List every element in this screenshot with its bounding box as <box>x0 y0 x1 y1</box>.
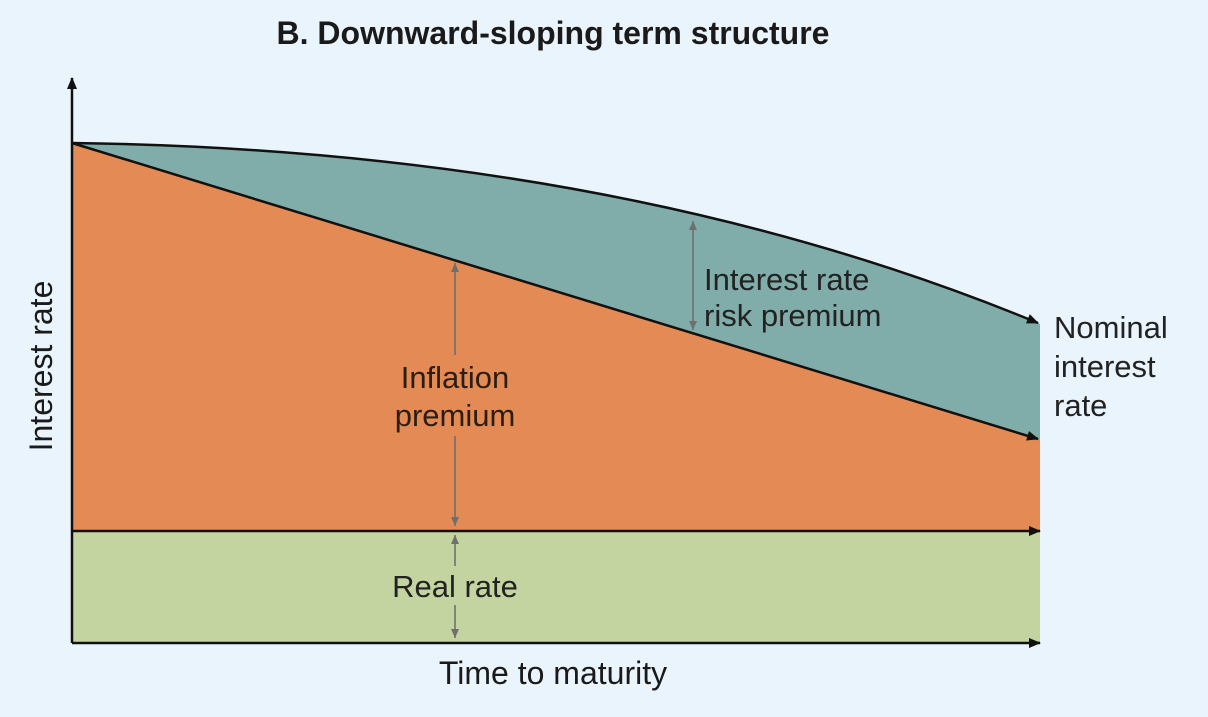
inflation-premium-label-line-1: Inflation <box>401 360 510 395</box>
inflation-premium-label-line-2: premium <box>395 398 516 433</box>
nominal-rate-label-line-3: rate <box>1054 388 1107 423</box>
y-axis-title: Interest rate <box>23 281 59 452</box>
nominal-rate-label-line-2: interest <box>1054 349 1156 384</box>
risk-premium-label-line-1: Interest rate <box>704 262 869 297</box>
inflation-boundary-line <box>71 141 1039 441</box>
real-rate-label: Real rate <box>392 569 518 604</box>
risk-premium-label-line-2: risk premium <box>704 298 881 333</box>
real-rate-region <box>72 531 1040 643</box>
nominal-interest-rate-curve <box>71 141 1039 325</box>
nominal-rate-label-line-1: Nominal <box>1054 310 1168 345</box>
inflation-premium-region <box>72 143 1040 531</box>
x-axis-title: Time to maturity <box>439 655 667 691</box>
diagram-title: B. Downward-sloping term structure <box>277 15 830 51</box>
